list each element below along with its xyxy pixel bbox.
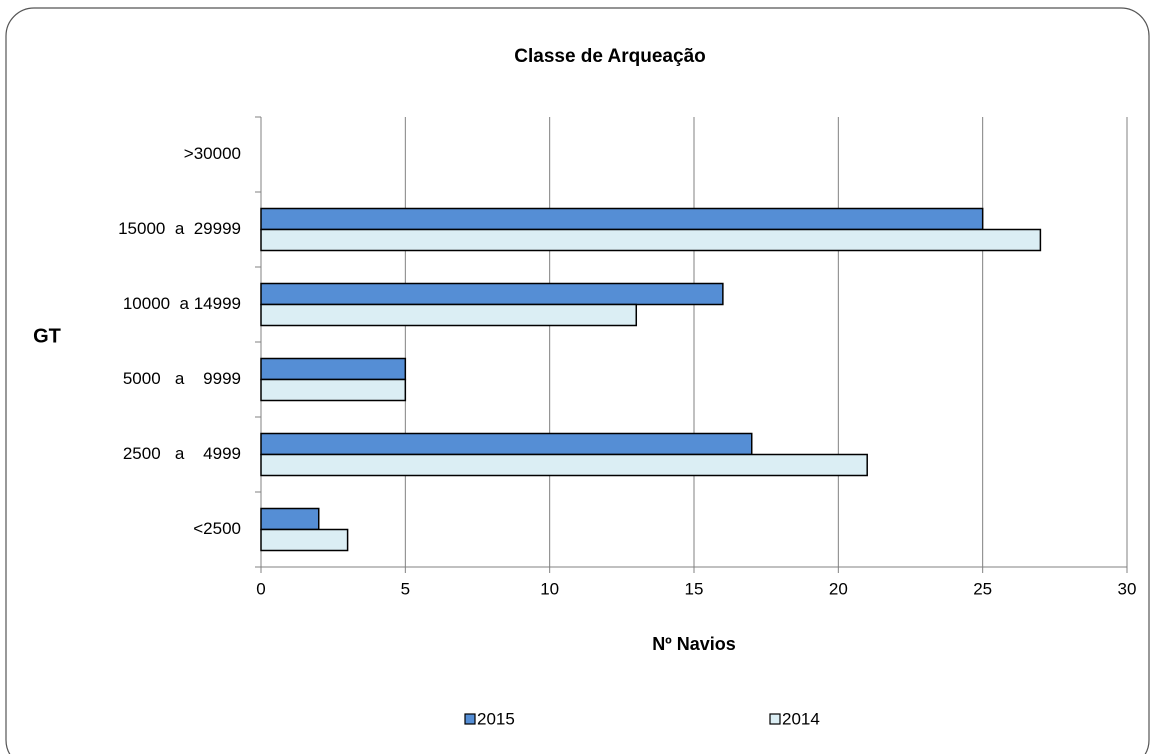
bar (260, 453, 868, 477)
x-tick-label: 5 (401, 579, 410, 598)
x-tick-label: 30 (1118, 579, 1137, 598)
y-tick-label: 10000 a 14999 (123, 294, 241, 313)
bar (260, 303, 638, 327)
legend-label: 2014 (782, 709, 820, 728)
chart-border (5, 7, 1150, 754)
chart-title: Classe de Arqueação (514, 46, 706, 67)
legend-label: 2015 (477, 709, 515, 728)
legend-swatch (464, 713, 476, 725)
bar (260, 378, 407, 402)
x-tick-label: 15 (685, 579, 704, 598)
y-axis-label: GT (33, 325, 61, 347)
bar (260, 207, 984, 231)
bar (260, 357, 407, 381)
bar (260, 528, 349, 552)
y-tick-label: >30000 (184, 144, 241, 163)
y-tick-label: 2500 a 4999 (123, 444, 241, 463)
y-tick-label: 5000 a 9999 (123, 369, 241, 388)
legend-swatch (769, 713, 781, 725)
bar (260, 432, 753, 456)
x-tick-label: 10 (540, 579, 559, 598)
bar (260, 507, 320, 531)
x-tick-label: 25 (973, 579, 992, 598)
bar (260, 282, 724, 306)
y-tick-label: 15000 a 29999 (118, 219, 241, 238)
x-tick-label: 20 (829, 579, 848, 598)
bar (260, 228, 1042, 252)
x-tick-label: 0 (256, 579, 265, 598)
x-axis-label: Nº Navios (652, 634, 736, 654)
y-tick-label: <2500 (193, 519, 241, 538)
